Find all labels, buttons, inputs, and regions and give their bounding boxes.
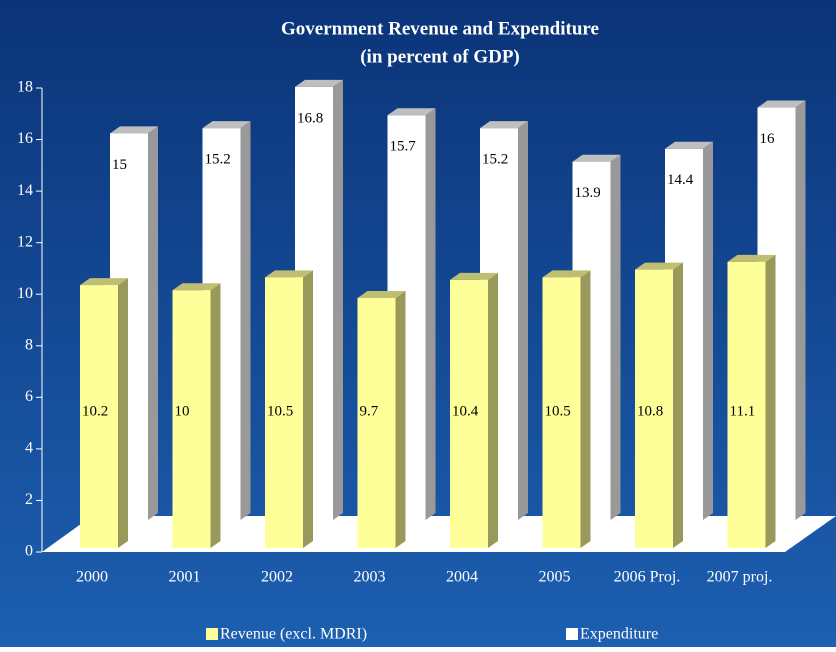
value-label: 15.2 xyxy=(205,152,231,168)
value-label: 10.5 xyxy=(267,403,293,419)
y-tick-label: 16 xyxy=(17,130,33,147)
bar xyxy=(357,297,396,548)
bar-top xyxy=(295,79,343,87)
y-tick-label: 14 xyxy=(17,182,33,199)
bar-side xyxy=(703,141,713,521)
bar-side xyxy=(118,278,128,548)
bar xyxy=(80,285,118,548)
value-label: 15.7 xyxy=(390,139,417,155)
bar-side xyxy=(240,121,251,520)
value-label: 15.2 xyxy=(482,152,508,168)
bar-side xyxy=(210,283,221,548)
y-tick-label: 8 xyxy=(25,336,33,353)
legend-label: Revenue (excl. MDRI) xyxy=(220,626,367,643)
value-label: 10.2 xyxy=(82,403,108,419)
y-tick-label: 10 xyxy=(17,285,33,302)
value-label: 10 xyxy=(175,403,190,419)
value-label: 15 xyxy=(112,157,127,173)
bar xyxy=(727,261,766,548)
bar-top xyxy=(450,272,498,280)
bar-top xyxy=(110,126,158,134)
value-label: 11.1 xyxy=(730,403,756,419)
y-tick-label: 18 xyxy=(17,79,33,96)
bar-top xyxy=(572,154,621,162)
bar-top xyxy=(665,141,713,149)
bar-top xyxy=(542,270,591,278)
y-tick-label: 4 xyxy=(25,440,33,457)
value-label: 13.9 xyxy=(575,185,601,201)
legend-label: Expenditure xyxy=(580,626,658,643)
y-tick-label: 12 xyxy=(17,233,33,250)
bar-side xyxy=(395,290,406,548)
bar-side xyxy=(425,108,436,521)
x-tick-label: 2003 xyxy=(354,569,386,586)
x-tick-label: 2007 proj. xyxy=(707,569,773,586)
x-tick-label: 2006 Proj. xyxy=(614,569,681,586)
bar-top xyxy=(727,254,776,262)
bar xyxy=(542,277,581,548)
bar-side xyxy=(303,270,313,548)
value-label: 10.5 xyxy=(545,403,571,419)
value-label: 10.4 xyxy=(452,403,479,419)
bar xyxy=(172,290,211,548)
bar-top xyxy=(202,121,251,129)
value-label: 16 xyxy=(760,131,776,147)
bar-side xyxy=(580,270,591,548)
value-label: 9.7 xyxy=(360,403,379,419)
bar-side xyxy=(488,272,498,548)
chart-subtitle: (in percent of GDP) xyxy=(360,46,520,67)
bar xyxy=(635,269,673,548)
bar-top xyxy=(480,121,528,129)
x-tick-label: 2004 xyxy=(446,569,478,586)
bar-top xyxy=(635,262,683,270)
bar-side xyxy=(673,262,683,548)
value-label: 16.8 xyxy=(297,110,323,126)
value-label: 14.4 xyxy=(667,172,694,188)
y-tick-label: 6 xyxy=(25,388,33,405)
bar-top xyxy=(265,270,313,278)
legend-swatch xyxy=(206,628,218,640)
legend-swatch xyxy=(566,628,578,640)
bar xyxy=(265,277,303,548)
bar-side xyxy=(610,154,621,520)
bar-side xyxy=(333,79,343,520)
y-tick-label: 0 xyxy=(25,543,33,560)
floor xyxy=(42,516,836,552)
bar xyxy=(450,279,488,548)
bar-top xyxy=(80,278,128,286)
x-tick-label: 2002 xyxy=(261,569,293,586)
y-tick-label: 2 xyxy=(25,491,33,508)
bar-top xyxy=(357,290,406,298)
bar-side xyxy=(518,121,528,520)
chart-title: Government Revenue and Expenditure xyxy=(281,18,599,39)
bar-side xyxy=(765,254,776,548)
bar-side xyxy=(148,126,158,520)
value-label: 10.8 xyxy=(637,403,663,419)
x-tick-label: 2005 xyxy=(539,569,571,586)
bar-top xyxy=(172,283,221,291)
x-tick-label: 2000 xyxy=(76,569,108,586)
bar-side xyxy=(795,100,806,521)
bar-top xyxy=(757,100,806,108)
bar-top xyxy=(387,108,436,116)
x-tick-label: 2001 xyxy=(169,569,201,586)
